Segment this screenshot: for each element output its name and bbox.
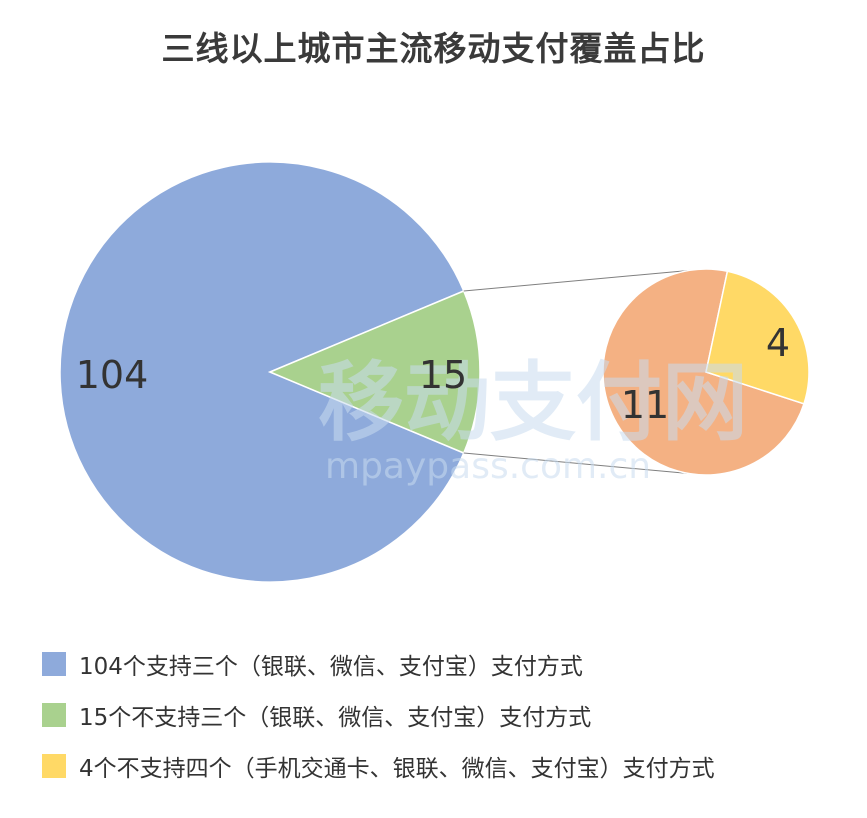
legend-item: 15个不支持三个（银联、微信、支付宝）支付方式 [42, 701, 715, 731]
label-11: 11 [621, 383, 669, 427]
legend-label: 4个不支持四个（手机交通卡、银联、微信、支付宝）支付方式 [79, 756, 715, 782]
watermark-text: 移动支付网 [318, 353, 748, 453]
slice-4 [705, 270, 810, 405]
legend-label: 15个不支持三个（银联、微信、支付宝）支付方式 [79, 705, 592, 731]
label-4: 4 [766, 321, 790, 365]
legend-label: 104个支持三个（银联、微信、支付宝）支付方式 [79, 654, 583, 680]
connector-lower [463, 452, 695, 475]
legend-swatch [42, 703, 66, 727]
connector-upper [463, 269, 695, 292]
slice-15 [268, 290, 481, 454]
legend-swatch [42, 652, 66, 676]
watermark-url: mpaypass.com.cn [325, 446, 651, 487]
chart-title: 三线以上城市主流移动支付覆盖占比 [161, 29, 706, 68]
label-15: 15 [419, 353, 467, 397]
data-labels: 104 15 11 4 [76, 321, 790, 427]
slice-104 [59, 161, 465, 583]
connector-lines [463, 269, 695, 475]
legend-item: 4个不支持四个（手机交通卡、银联、微信、支付宝）支付方式 [42, 752, 715, 782]
slice-11 [602, 268, 805, 476]
label-104: 104 [76, 353, 149, 397]
legend: 104个支持三个（银联、微信、支付宝）支付方式 15个不支持三个（银联、微信、支付… [42, 650, 715, 803]
watermark: 移动支付网 mpaypass.com.cn [318, 353, 748, 487]
main-pie [59, 161, 481, 583]
legend-item: 104个支持三个（银联、微信、支付宝）支付方式 [42, 650, 715, 680]
legend-swatch [42, 754, 66, 778]
detail-pie [602, 268, 810, 476]
